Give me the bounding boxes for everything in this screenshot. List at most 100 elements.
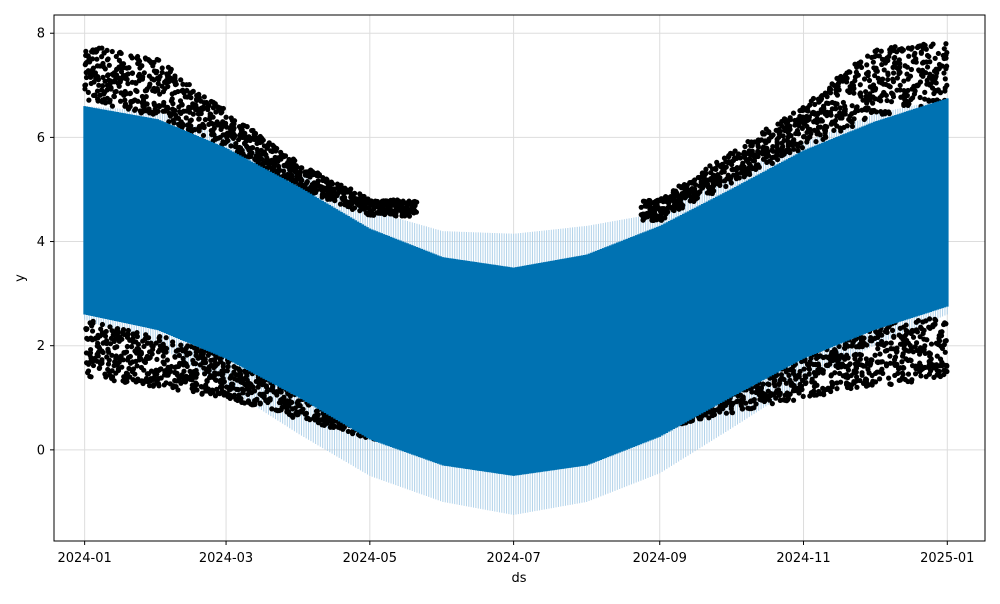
- observed-point: [883, 340, 889, 346]
- observed-point: [107, 97, 113, 103]
- observed-point: [314, 187, 320, 193]
- observed-point: [749, 148, 755, 154]
- observed-point: [116, 57, 122, 63]
- observed-point: [933, 66, 939, 72]
- observed-point: [943, 41, 949, 47]
- observed-point: [787, 150, 793, 156]
- y-tick-label: 0: [37, 443, 45, 458]
- observed-point: [96, 365, 102, 372]
- observed-point: [113, 53, 119, 60]
- observed-point: [160, 102, 166, 108]
- observed-point: [885, 70, 891, 76]
- observed-point: [224, 134, 230, 140]
- observed-point: [257, 400, 263, 406]
- observed-point: [193, 361, 199, 367]
- observed-point: [697, 174, 703, 180]
- observed-point: [208, 98, 214, 105]
- observed-point: [897, 61, 903, 67]
- observed-point: [406, 213, 413, 219]
- observed-point: [789, 366, 795, 372]
- observed-point: [123, 349, 130, 355]
- observed-point: [770, 132, 776, 138]
- observed-point: [665, 209, 671, 215]
- observed-point: [851, 116, 857, 122]
- observed-point: [194, 345, 200, 351]
- observed-point: [836, 87, 842, 93]
- x-tick-label: 2024-07: [486, 551, 540, 566]
- observed-point: [199, 391, 205, 397]
- observed-point: [773, 395, 779, 401]
- observed-point: [158, 375, 164, 381]
- observed-point: [787, 115, 793, 121]
- observed-point: [143, 335, 149, 341]
- observed-point: [894, 75, 901, 81]
- observed-point: [913, 340, 920, 346]
- observed-point: [83, 48, 89, 55]
- observed-point: [790, 110, 797, 116]
- observed-point: [899, 48, 905, 54]
- observed-point: [293, 163, 299, 169]
- observed-point: [727, 177, 733, 183]
- observed-point: [943, 338, 949, 344]
- observed-point: [774, 139, 780, 145]
- observed-point: [772, 383, 778, 389]
- observed-point: [176, 352, 182, 358]
- observed-point: [853, 351, 859, 357]
- observed-point: [194, 387, 200, 393]
- observed-point: [119, 336, 125, 342]
- observed-point: [104, 87, 110, 93]
- observed-point: [212, 372, 218, 378]
- observed-point: [219, 384, 225, 390]
- observed-point: [96, 82, 102, 88]
- observed-point: [815, 124, 822, 130]
- observed-point: [269, 406, 275, 412]
- observed-point: [908, 357, 914, 364]
- observed-point: [844, 123, 850, 129]
- observed-point: [99, 45, 105, 51]
- observed-point: [857, 356, 863, 362]
- observed-point: [122, 97, 128, 103]
- observed-point: [824, 124, 830, 130]
- observed-point: [112, 89, 118, 95]
- observed-point: [299, 177, 305, 183]
- observed-point: [751, 405, 757, 411]
- observed-point: [680, 202, 686, 208]
- observed-point: [119, 364, 125, 370]
- observed-point: [193, 369, 199, 375]
- observed-point: [143, 108, 150, 114]
- observed-point: [869, 372, 875, 379]
- observed-point: [118, 50, 124, 57]
- observed-point: [99, 348, 105, 354]
- observed-point: [134, 88, 140, 94]
- observed-point: [935, 50, 941, 57]
- observed-point: [143, 94, 149, 100]
- observed-point: [895, 370, 901, 377]
- observed-point: [930, 324, 936, 330]
- observed-point: [210, 121, 216, 127]
- observed-point: [717, 409, 723, 415]
- observed-point: [776, 134, 782, 140]
- observed-point: [882, 60, 889, 66]
- observed-point: [107, 324, 113, 330]
- observed-point: [861, 116, 867, 123]
- observed-point: [932, 55, 938, 61]
- observed-point: [122, 103, 128, 109]
- observed-point: [799, 125, 805, 131]
- observed-point: [141, 102, 148, 108]
- observed-point: [156, 383, 162, 389]
- observed-point: [907, 73, 914, 79]
- observed-point: [736, 175, 742, 181]
- observed-point: [230, 127, 236, 133]
- observed-point: [85, 361, 92, 367]
- observed-point: [817, 132, 823, 138]
- observed-point: [207, 113, 213, 119]
- observed-point: [845, 355, 851, 361]
- observed-point: [908, 329, 914, 336]
- observed-point: [166, 119, 172, 125]
- observed-point: [917, 94, 923, 101]
- observed-point: [798, 140, 804, 146]
- observed-point: [94, 56, 100, 62]
- observed-point: [702, 412, 709, 418]
- observed-point: [186, 121, 192, 127]
- observed-point: [703, 166, 709, 172]
